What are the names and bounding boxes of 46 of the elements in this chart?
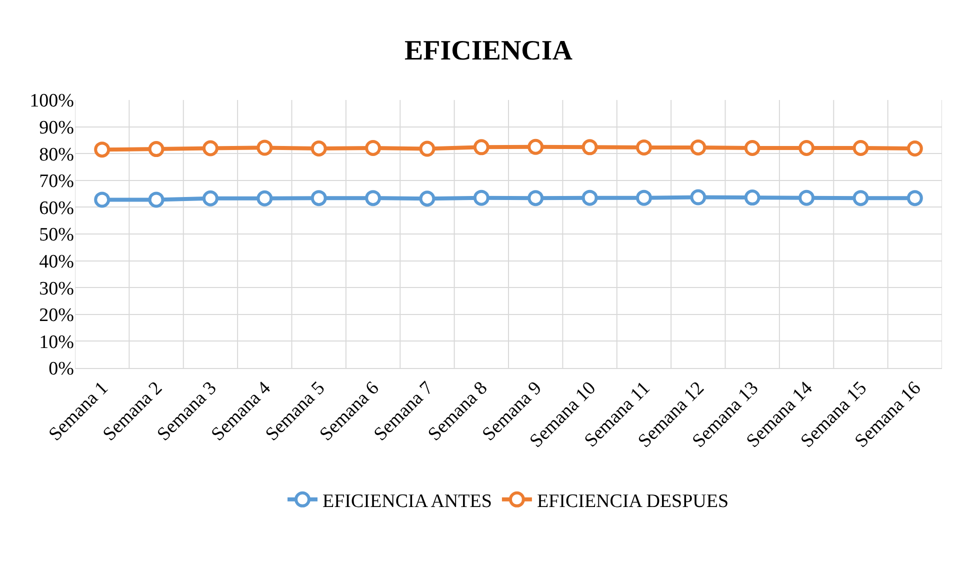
point — [94, 192, 110, 208]
y-tick-label: 10% — [39, 332, 74, 353]
point — [419, 140, 436, 157]
y-tick-label: 100% — [30, 90, 74, 112]
y-tick-label: 0% — [48, 358, 74, 380]
point — [202, 140, 218, 156]
point — [798, 190, 815, 206]
y-tick-label: 30% — [39, 278, 74, 300]
point — [148, 141, 164, 158]
point — [528, 138, 544, 155]
point — [473, 190, 490, 206]
point — [148, 192, 164, 208]
point — [582, 190, 598, 206]
y-tick-label: 60% — [39, 198, 74, 219]
point — [256, 140, 273, 156]
legend-label: EFICIENCIA ANTES — [322, 490, 492, 512]
point — [906, 140, 923, 157]
point — [310, 140, 327, 157]
point — [852, 190, 869, 206]
y-tick-label: 40% — [39, 251, 74, 272]
legend-label: EFICIENCIA DESPUES — [536, 490, 729, 512]
point — [473, 139, 490, 156]
point — [744, 140, 760, 156]
chart-title: EFICIENCIA — [404, 35, 574, 66]
point — [636, 139, 652, 156]
point — [582, 139, 598, 156]
point — [528, 190, 544, 206]
point — [202, 190, 218, 206]
point — [94, 142, 110, 158]
point — [419, 190, 436, 207]
y-tick-label: 50% — [39, 224, 74, 246]
point — [906, 190, 923, 206]
y-tick-label: 80% — [39, 144, 74, 166]
point — [256, 190, 273, 206]
y-tick-label: 20% — [39, 305, 74, 326]
y-tick-label: 90% — [39, 117, 74, 138]
point — [744, 190, 760, 206]
point — [365, 140, 382, 156]
point — [310, 190, 327, 206]
point — [365, 190, 382, 206]
point — [852, 140, 869, 156]
point — [690, 139, 706, 156]
point — [690, 189, 706, 206]
point — [798, 140, 815, 156]
point — [636, 190, 652, 206]
y-tick-label: 70% — [39, 171, 74, 192]
